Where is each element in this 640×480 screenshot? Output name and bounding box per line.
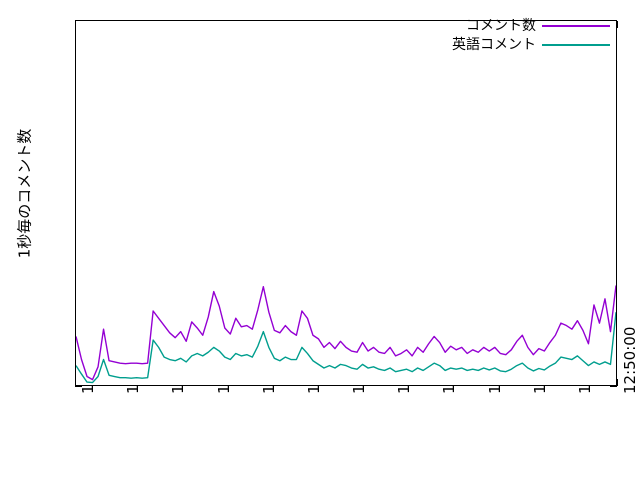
- series-line-2: [76, 312, 616, 382]
- legend-color-swatch: [542, 44, 610, 46]
- legend: コメント数英語コメント: [404, 16, 610, 54]
- plot-area: [75, 20, 617, 386]
- legend-color-swatch: [542, 25, 610, 27]
- x-tick-mark-top: [617, 21, 618, 28]
- x-tick-label: 12:50:00: [621, 326, 639, 394]
- legend-label: コメント数: [466, 18, 536, 34]
- legend-label: 英語コメント: [452, 37, 536, 53]
- y-axis-label: 1秒毎のコメント数: [15, 128, 34, 259]
- y-tick-mark-right: [610, 386, 617, 387]
- plot-lines: [76, 21, 616, 385]
- legend-item: コメント数: [404, 16, 610, 35]
- x-tick-mark: [617, 379, 618, 386]
- series-line-1: [76, 286, 616, 380]
- legend-item: 英語コメント: [404, 35, 610, 54]
- y-tick-mark: [75, 386, 82, 387]
